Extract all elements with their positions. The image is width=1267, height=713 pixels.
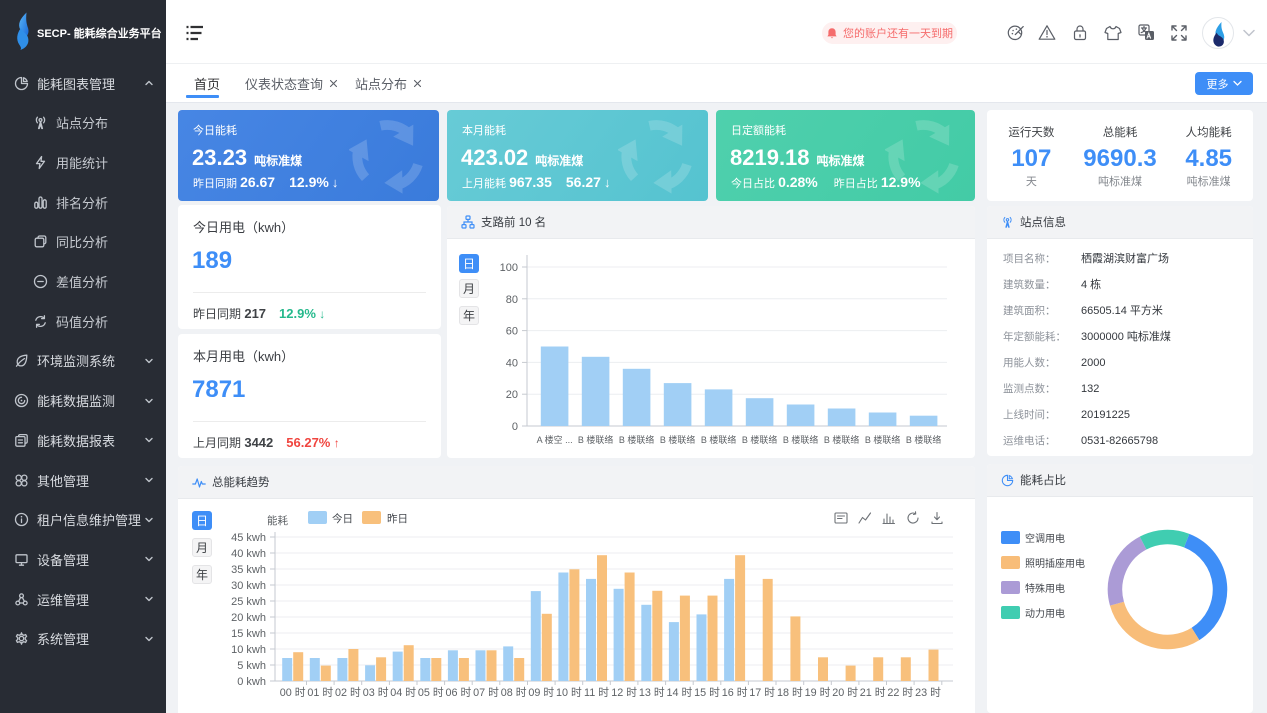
svg-text:A 楼空 ...: A 楼空 ...: [537, 434, 573, 445]
svg-text:0: 0: [512, 421, 518, 433]
svg-text:02 时: 02 时: [335, 686, 361, 699]
svg-text:10 kwh: 10 kwh: [231, 644, 266, 656]
svg-text:12 时: 12 时: [611, 686, 637, 699]
svg-text:23 时: 23 时: [915, 686, 941, 699]
svg-text:18 时: 18 时: [777, 686, 803, 699]
svg-text:19 时: 19 时: [805, 686, 831, 699]
svg-text:01 时: 01 时: [307, 686, 333, 699]
svg-text:60: 60: [506, 326, 518, 338]
svg-text:11 时: 11 时: [584, 686, 609, 699]
svg-text:B 楼联络: B 楼联络: [783, 434, 819, 445]
svg-text:30 kwh: 30 kwh: [231, 580, 266, 592]
svg-text:06 时: 06 时: [445, 686, 471, 699]
svg-text:B 楼联络: B 楼联络: [619, 434, 655, 445]
svg-text:B 楼联络: B 楼联络: [660, 434, 696, 445]
svg-text:14 时: 14 时: [666, 686, 692, 699]
svg-text:40 kwh: 40 kwh: [231, 548, 266, 560]
svg-text:25 kwh: 25 kwh: [231, 596, 266, 608]
svg-text:40: 40: [506, 357, 518, 369]
svg-text:00 时: 00 时: [280, 686, 306, 699]
svg-text:20 kwh: 20 kwh: [231, 612, 266, 624]
svg-text:05 时: 05 时: [418, 686, 444, 699]
svg-text:16 时: 16 时: [722, 686, 748, 699]
svg-text:20 时: 20 时: [832, 686, 858, 699]
svg-text:13 时: 13 时: [639, 686, 665, 699]
svg-text:B 楼联络: B 楼联络: [824, 434, 860, 445]
svg-text:B 楼联络: B 楼联络: [865, 434, 901, 445]
svg-text:03 时: 03 时: [363, 686, 389, 699]
svg-text:B 楼联络: B 楼联络: [906, 434, 942, 445]
svg-text:04 时: 04 时: [390, 686, 416, 699]
svg-text:21 时: 21 时: [860, 686, 886, 699]
svg-text:B 楼联络: B 楼联络: [742, 434, 778, 445]
svg-text:22 时: 22 时: [887, 686, 913, 699]
svg-text:15 时: 15 时: [694, 686, 720, 699]
svg-text:08 时: 08 时: [501, 686, 527, 699]
svg-text:5 kwh: 5 kwh: [237, 660, 266, 672]
svg-text:0 kwh: 0 kwh: [237, 676, 266, 688]
svg-text:35 kwh: 35 kwh: [231, 564, 266, 576]
svg-text:B 楼联络: B 楼联络: [578, 434, 614, 445]
svg-text:09 时: 09 时: [528, 686, 554, 699]
svg-text:B 楼联络: B 楼联络: [701, 434, 737, 445]
svg-text:20: 20: [506, 389, 518, 401]
svg-text:10 时: 10 时: [556, 686, 582, 699]
svg-text:80: 80: [506, 294, 518, 306]
svg-text:45 kwh: 45 kwh: [231, 532, 266, 544]
svg-text:100: 100: [500, 262, 518, 274]
svg-text:15 kwh: 15 kwh: [231, 628, 266, 640]
svg-text:17 时: 17 时: [749, 686, 775, 699]
svg-text:07 时: 07 时: [473, 686, 499, 699]
